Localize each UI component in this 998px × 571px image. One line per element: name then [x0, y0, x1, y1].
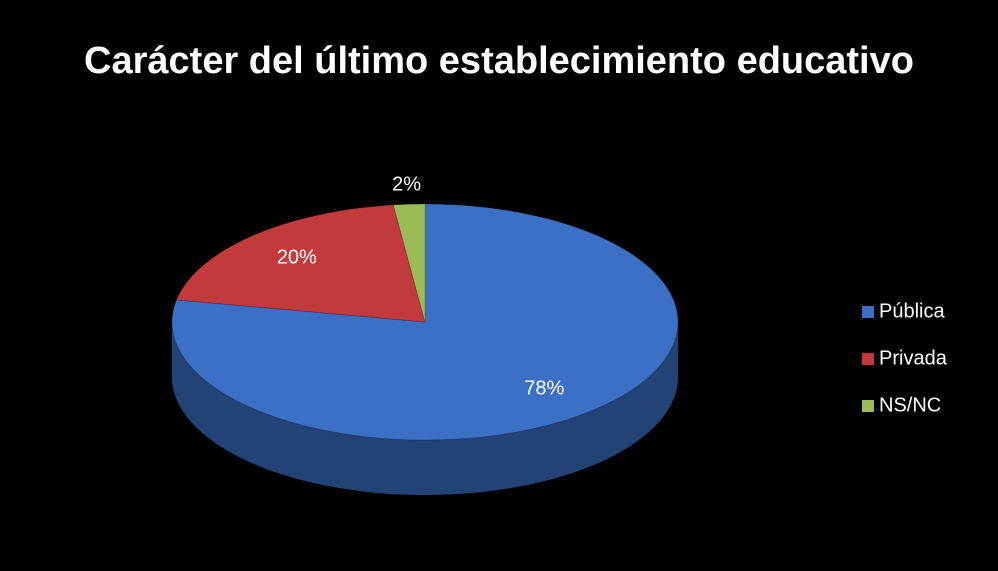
legend-label: Privada — [879, 347, 948, 369]
slice — [392, 203, 426, 323]
slice — [171, 203, 679, 441]
slice-side — [172, 322, 678, 495]
data-label: 20% — [277, 247, 317, 269]
slice-side-shade — [172, 322, 678, 495]
legend-swatch — [862, 400, 874, 412]
legend-swatch — [862, 306, 874, 318]
data-label: 2% — [392, 174, 421, 196]
slice — [175, 204, 426, 323]
data-label: 78% — [524, 378, 564, 400]
legend-swatch — [862, 353, 874, 365]
chart-title: Carácter del último establecimiento educ… — [84, 40, 914, 82]
legend-label: NS/NC — [879, 394, 941, 416]
legend-label: Pública — [879, 300, 945, 322]
